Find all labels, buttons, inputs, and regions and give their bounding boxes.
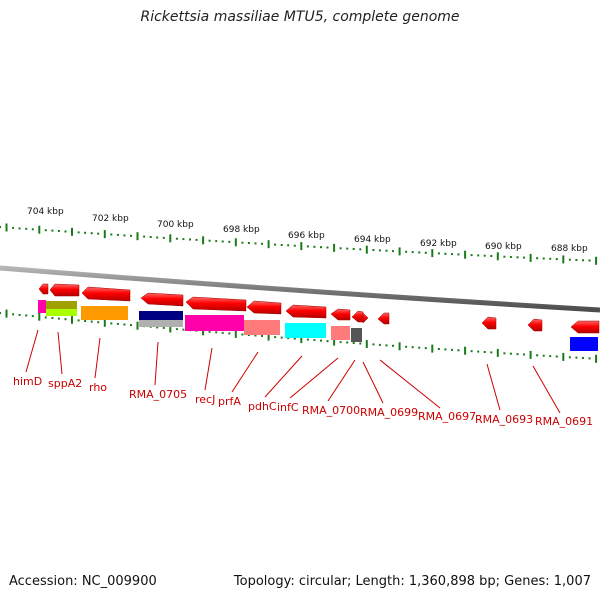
- gene-arrow[interactable]: [81, 286, 131, 302]
- gene-label[interactable]: RMA_0697: [418, 410, 476, 423]
- category-block: [285, 323, 326, 338]
- gene-label[interactable]: RMA_0700: [302, 404, 360, 417]
- gene-arrow[interactable]: [527, 318, 543, 332]
- gene-label[interactable]: pdhC: [248, 400, 277, 413]
- gene-label[interactable]: RMA_0691: [535, 415, 593, 428]
- gene-arrow[interactable]: [362, 312, 369, 324]
- category-block: [351, 328, 362, 342]
- gene-arrow[interactable]: [570, 320, 600, 334]
- gene-arrow[interactable]: [49, 283, 80, 297]
- gene-label[interactable]: rho: [89, 381, 107, 394]
- gene-labels: himD sppA2 rho RMA_0705 recJ prfA pdhC i…: [13, 375, 593, 428]
- gene-label[interactable]: prfA: [218, 395, 241, 408]
- gene-arrow[interactable]: [185, 296, 247, 312]
- gene-arrow[interactable]: [330, 308, 351, 321]
- scale-label: 702 kbp: [92, 214, 129, 224]
- scale-label: 694 kbp: [354, 235, 391, 245]
- gene-arrow[interactable]: [38, 283, 49, 295]
- scale-label: 696 kbp: [288, 231, 325, 241]
- category-block: [185, 315, 244, 331]
- gene-arrow[interactable]: [285, 304, 327, 319]
- genome-info-text: Topology: circular; Length: 1,360,898 bp…: [233, 574, 591, 589]
- category-block: [244, 320, 280, 335]
- map-title: Rickettsia massiliae MTU5, complete geno…: [140, 9, 460, 25]
- gene-label[interactable]: recJ: [195, 393, 215, 406]
- gene-label[interactable]: sppA2: [48, 377, 82, 390]
- category-block: [331, 326, 350, 340]
- scale-labels: 704 kbp 702 kbp 700 kbp 698 kbp 696 kbp …: [27, 207, 588, 254]
- scale-label: 692 kbp: [420, 239, 457, 249]
- scale-label: 700 kbp: [157, 220, 194, 230]
- scale-label: 704 kbp: [27, 207, 64, 217]
- scale-label: 690 kbp: [485, 242, 522, 252]
- label-leaders: [25, 329, 561, 414]
- genome-backbone: [0, 265, 600, 313]
- outer-scale-ticks: [0, 223, 598, 265]
- category-block: [139, 320, 183, 327]
- gene-label[interactable]: RMA_0699: [360, 406, 418, 419]
- category-block: [38, 300, 46, 313]
- gene-label[interactable]: RMA_0705: [129, 388, 187, 401]
- category-block: [46, 309, 77, 316]
- gene-arrow[interactable]: [140, 292, 184, 307]
- cds-track: [38, 283, 600, 334]
- gene-arrow[interactable]: [377, 312, 390, 325]
- category-block: [81, 306, 128, 320]
- category-block: [46, 301, 77, 309]
- category-track: [38, 300, 598, 351]
- gene-arrow[interactable]: [481, 316, 497, 330]
- category-block: [139, 311, 183, 320]
- gene-label[interactable]: himD: [13, 375, 42, 388]
- gene-label[interactable]: infC: [277, 401, 299, 414]
- scale-label: 698 kbp: [223, 225, 260, 235]
- scale-label: 688 kbp: [551, 244, 588, 254]
- gene-label[interactable]: RMA_0693: [475, 413, 533, 426]
- gene-arrow[interactable]: [351, 310, 364, 323]
- accession-text: Accession: NC_009900: [9, 574, 157, 589]
- gene-arrow[interactable]: [246, 300, 282, 315]
- category-block: [570, 337, 598, 351]
